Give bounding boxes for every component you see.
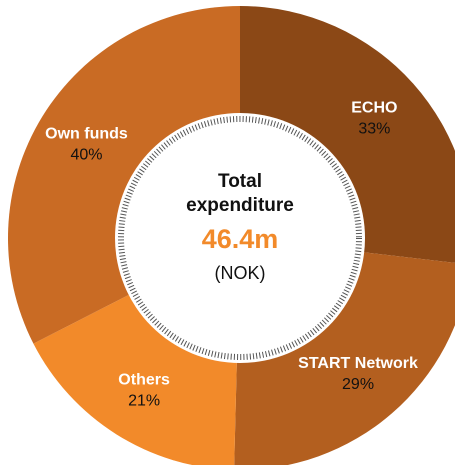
slice-label: ECHO xyxy=(351,99,397,116)
slice-label: Own funds xyxy=(45,125,128,142)
center-unit: (NOK) xyxy=(214,263,266,283)
center-disc xyxy=(115,113,365,363)
slice-value: 21% xyxy=(128,393,160,410)
slice-value: 33% xyxy=(358,120,390,137)
slice-value: 40% xyxy=(70,146,102,163)
slice-label: Others xyxy=(118,372,170,389)
slice-value: 29% xyxy=(342,376,374,393)
center-label: Total expenditure 46.4m (NOK) xyxy=(160,170,320,284)
center-value: 46.4m xyxy=(201,224,279,254)
center-title: Total expenditure xyxy=(186,171,294,216)
tick-ring xyxy=(118,116,362,360)
slice-label: START Network xyxy=(298,355,418,372)
